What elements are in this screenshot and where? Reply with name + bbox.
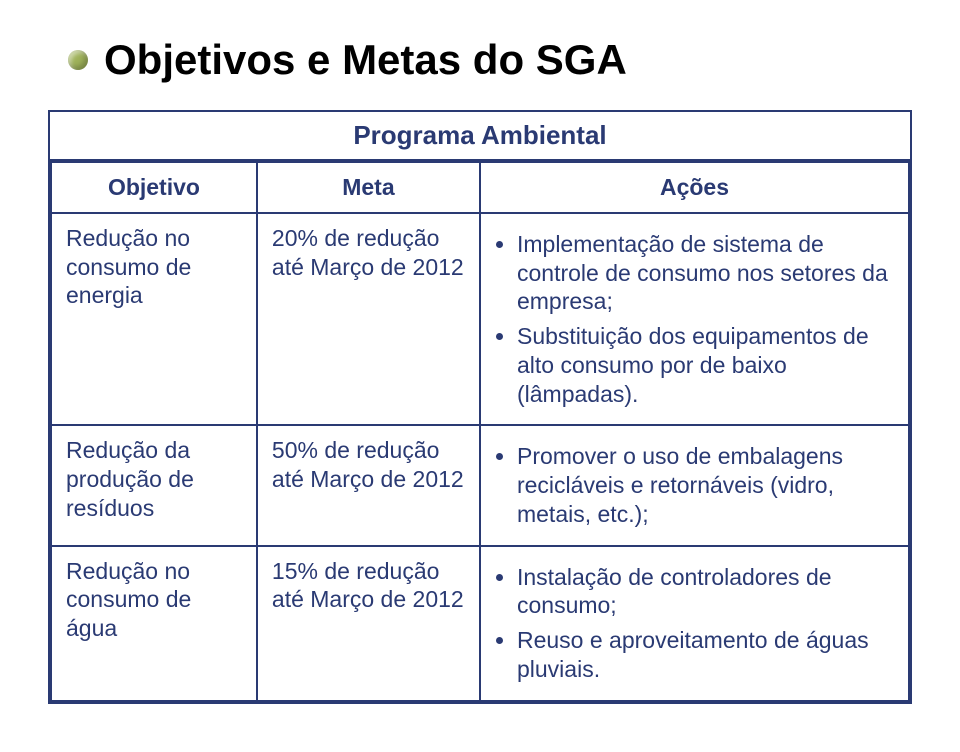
cell-meta: 20% de redução até Março de 2012: [257, 213, 480, 426]
slide-title: Objetivos e Metas do SGA: [104, 36, 627, 84]
objectives-table: Objetivo Meta Ações Redução no consumo d…: [50, 161, 910, 702]
actions-list: Instalação de controladores de consumo; …: [495, 563, 894, 684]
table-row: Redução no consumo de energia 20% de red…: [51, 213, 909, 426]
cell-objetivo: Redução no consumo de energia: [51, 213, 257, 426]
title-row: Objetivos e Metas do SGA: [68, 36, 912, 84]
cell-meta: 50% de redução até Março de 2012: [257, 425, 480, 545]
actions-list: Implementação de sistema de controle de …: [495, 230, 894, 409]
action-item: Promover o uso de embalagens recicláveis…: [517, 442, 894, 528]
action-item: Substituição dos equipamentos de alto co…: [517, 322, 894, 408]
actions-list: Promover o uso de embalagens recicláveis…: [495, 442, 894, 528]
slide: Objetivos e Metas do SGA Programa Ambien…: [0, 0, 960, 752]
action-item: Instalação de controladores de consumo;: [517, 563, 894, 621]
cell-meta: 15% de redução até Março de 2012: [257, 546, 480, 701]
cell-acoes: Instalação de controladores de consumo; …: [480, 546, 909, 701]
action-item: Reuso e aproveitamento de águas pluviais…: [517, 626, 894, 684]
action-item: Implementação de sistema de controle de …: [517, 230, 894, 316]
col-header-acoes: Ações: [480, 162, 909, 213]
table-caption: Programa Ambiental: [50, 112, 910, 161]
cell-acoes: Implementação de sistema de controle de …: [480, 213, 909, 426]
table-container: Programa Ambiental Objetivo Meta Ações R…: [48, 110, 912, 704]
table-row: Redução no consumo de água 15% de reduçã…: [51, 546, 909, 701]
col-header-objetivo: Objetivo: [51, 162, 257, 213]
cell-acoes: Promover o uso de embalagens recicláveis…: [480, 425, 909, 545]
bullet-icon: [68, 50, 88, 70]
table-header-row: Objetivo Meta Ações: [51, 162, 909, 213]
col-header-meta: Meta: [257, 162, 480, 213]
cell-objetivo: Redução no consumo de água: [51, 546, 257, 701]
cell-objetivo: Redução da produção de resíduos: [51, 425, 257, 545]
table-row: Redução da produção de resíduos 50% de r…: [51, 425, 909, 545]
